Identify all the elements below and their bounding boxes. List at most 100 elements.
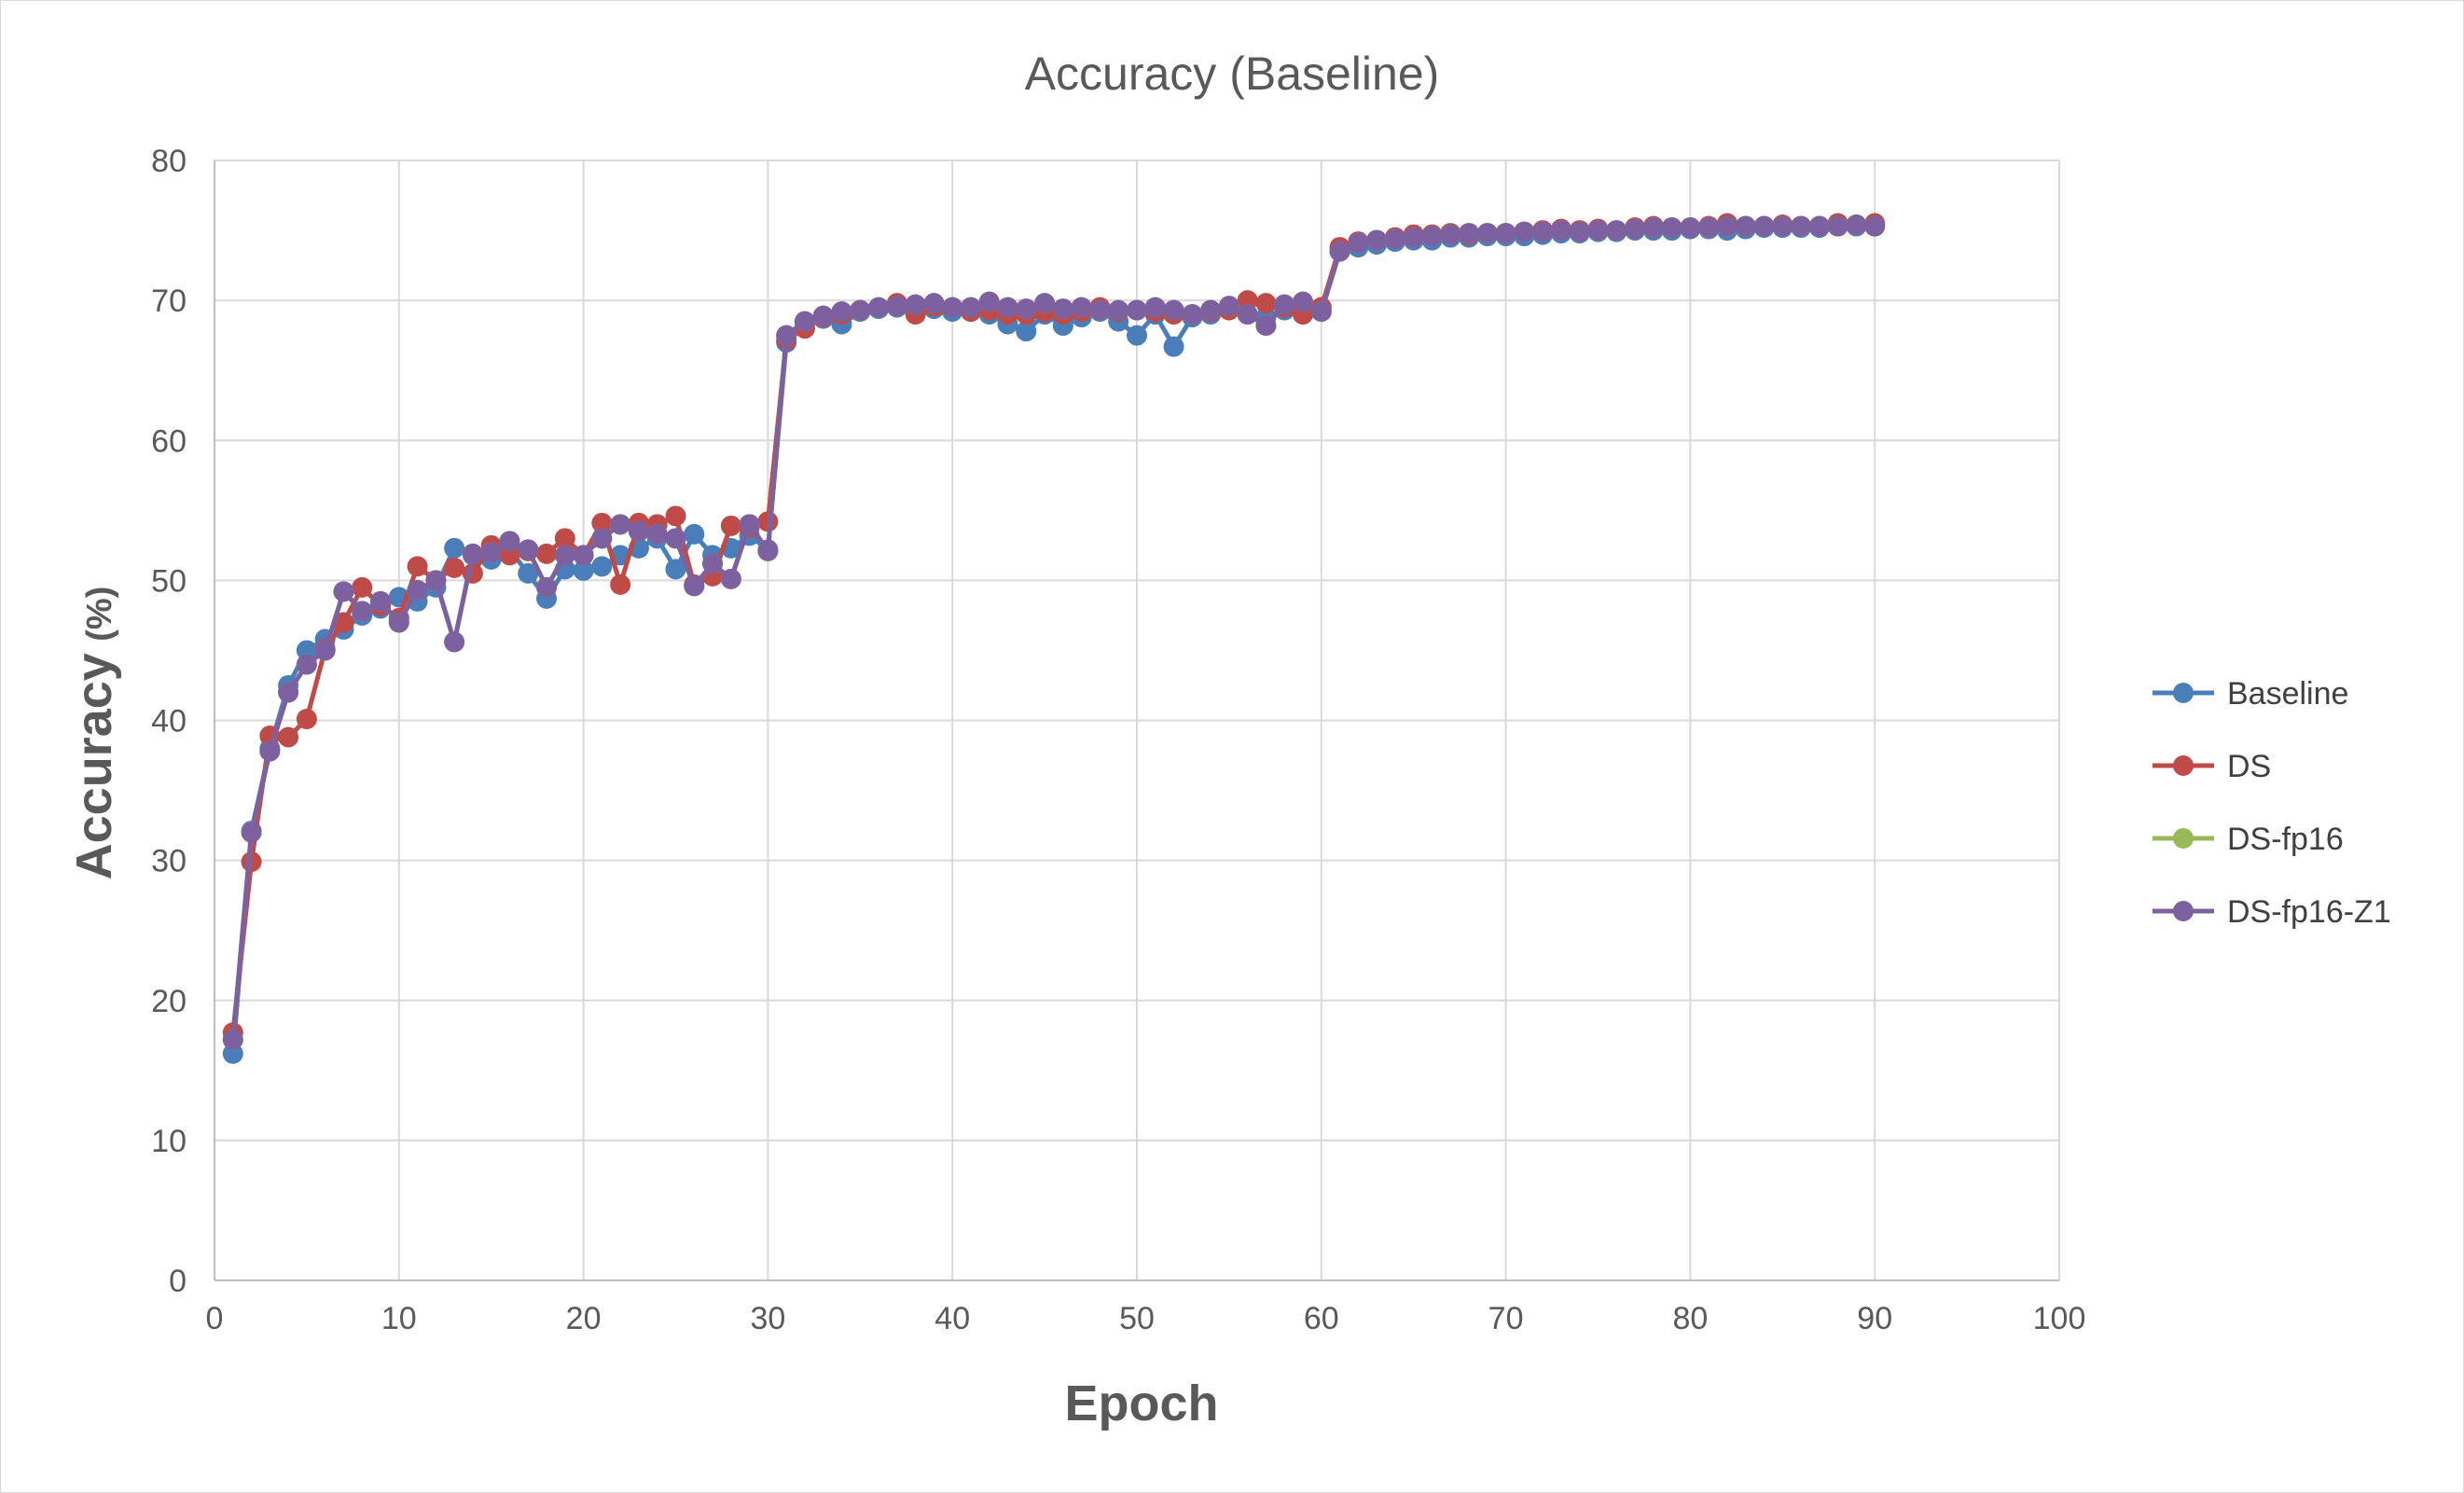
x-tick-label: 80 (1672, 1301, 1708, 1336)
x-tick-label: 100 (2033, 1301, 2086, 1336)
y-tick-label: 60 (151, 423, 187, 459)
data-point (1698, 217, 1720, 239)
data-point (536, 576, 558, 598)
data-point (757, 540, 779, 561)
data-point (1255, 293, 1277, 314)
y-axis-title: Accuracy (66, 653, 122, 879)
data-point (370, 590, 392, 612)
data-point (610, 574, 631, 595)
legend-label: DS-fp16-Z1 (2227, 894, 2391, 930)
data-point (702, 553, 724, 574)
data-point (241, 822, 262, 843)
legend-item: DS-fp16-Z1 (2153, 894, 2391, 930)
series-line (230, 221, 1876, 1033)
data-point (960, 297, 981, 318)
data-point (1218, 296, 1239, 317)
data-point (1310, 301, 1332, 323)
data-point (1514, 221, 1535, 242)
data-point (886, 296, 907, 317)
data-point (997, 297, 1018, 318)
data-point (1569, 221, 1590, 242)
data-point (1071, 297, 1092, 318)
data-point (352, 601, 373, 622)
data-point (1329, 241, 1350, 262)
x-tick-label: 40 (934, 1301, 970, 1336)
legend-swatch-marker (2173, 683, 2194, 703)
chart-title: Accuracy (Baseline) (1025, 48, 1440, 100)
series-line (230, 222, 1876, 1041)
series-line (230, 222, 1876, 1041)
data-point (278, 682, 299, 703)
y-tick-label: 20 (151, 984, 187, 1019)
data-point (1127, 325, 1147, 346)
data-point (665, 528, 686, 549)
x-tick-label: 60 (1304, 1301, 1339, 1336)
legend-label: DS (2227, 749, 2271, 784)
data-point (352, 576, 373, 598)
legend-label: DS-fp16 (2227, 822, 2344, 857)
tick-labels: 0 10 20 30 40 50 60 70 80 0 10 20 30 40 50 60 70 80 90 100 (151, 144, 2085, 1336)
data-point (1034, 293, 1056, 314)
data-point (1680, 217, 1701, 239)
data-point (1476, 223, 1498, 244)
data-point (407, 579, 428, 601)
data-point (591, 556, 613, 577)
y-tick-label: 40 (151, 704, 187, 740)
data-point (1348, 232, 1369, 254)
y-axis-title-group: Accuracy (%) (66, 587, 122, 880)
data-point (1052, 298, 1073, 320)
data-point (518, 562, 539, 584)
series-ds-fp16-z1 (222, 214, 1886, 1050)
data-point (444, 631, 465, 653)
data-point (1606, 220, 1627, 242)
data-point (1495, 223, 1516, 244)
data-point (1864, 215, 1886, 237)
data-point (1846, 214, 1867, 236)
data-point (1532, 221, 1554, 242)
data-point (720, 515, 741, 536)
data-point (1625, 218, 1646, 240)
x-tick-label: 0 (206, 1301, 224, 1336)
x-tick-label: 20 (566, 1301, 602, 1336)
data-point (1384, 228, 1405, 250)
data-point (1237, 304, 1258, 325)
legend: Baseline DS DS-fp16 DS-fp16-Z1 (2153, 676, 2391, 930)
series-ds (222, 213, 1886, 1044)
legend-swatch-marker (2173, 901, 2194, 921)
data-point (591, 528, 613, 549)
data-point (684, 523, 705, 545)
data-point (1108, 299, 1129, 321)
data-point (1642, 217, 1664, 239)
y-tick-label: 70 (151, 283, 187, 319)
data-point (1440, 224, 1461, 245)
y-axis-unit: (%) (80, 587, 119, 642)
data-point (1661, 217, 1682, 239)
data-point (1089, 299, 1111, 321)
data-point (518, 539, 539, 560)
data-point (1016, 321, 1037, 342)
data-point (1016, 298, 1037, 320)
series-ds-fp16 (222, 214, 1886, 1050)
data-point (1274, 294, 1295, 315)
data-point (1182, 304, 1203, 325)
data-point (444, 557, 465, 578)
data-point (1200, 299, 1222, 321)
series-line (230, 224, 1876, 1055)
legend-swatch-marker (2173, 755, 2194, 776)
data-point (1403, 227, 1424, 248)
data-point (1127, 299, 1147, 321)
data-point (259, 740, 281, 762)
legend-label: Baseline (2227, 676, 2348, 712)
data-point (978, 291, 1000, 312)
data-point (444, 537, 465, 559)
data-point (1716, 215, 1737, 237)
data-point (1791, 215, 1812, 237)
data-point (684, 575, 705, 597)
data-point (812, 305, 834, 326)
y-tick-label: 80 (151, 144, 187, 179)
series-group (222, 213, 1886, 1064)
data-point (591, 512, 613, 533)
y-tick-label: 10 (151, 1124, 187, 1159)
data-point (1421, 226, 1443, 247)
